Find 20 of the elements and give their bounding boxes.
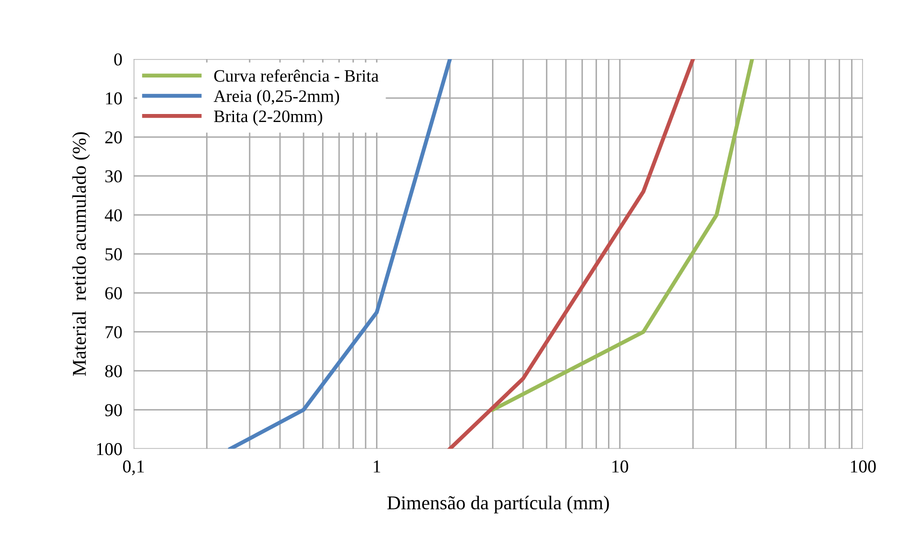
y-tick-label: 90 (105, 404, 122, 416)
x-axis-title: Dimensão da partícula (mm) (387, 496, 609, 514)
x-tick-label: 0,1 (123, 460, 144, 476)
y-tick-label: 40 (104, 209, 122, 222)
y-tick-label: 100 (97, 443, 122, 456)
y-tick-label: 70 (106, 326, 122, 338)
legend-label: Brita (2-20mm) (214, 110, 322, 126)
x-tick-label: 1 (374, 460, 380, 472)
y-tick-label: 60 (105, 287, 122, 300)
y-tick-label: 10 (106, 92, 122, 104)
x-tick-label: 100 (850, 460, 876, 473)
y-tick-label: 50 (106, 248, 122, 260)
y-tick-label: 30 (105, 170, 122, 182)
y-tick-label: 20 (105, 131, 122, 144)
x-tick-label: 10 (612, 460, 628, 473)
y-tick-label: 80 (105, 365, 122, 378)
y-tick-label: 0 (114, 53, 122, 66)
y-axis-title: Material retido acumulado (%) (72, 132, 90, 376)
legend-label: Curva referência - Brita (214, 69, 379, 82)
legend-label: Areia (0,25-2mm) (214, 90, 340, 106)
